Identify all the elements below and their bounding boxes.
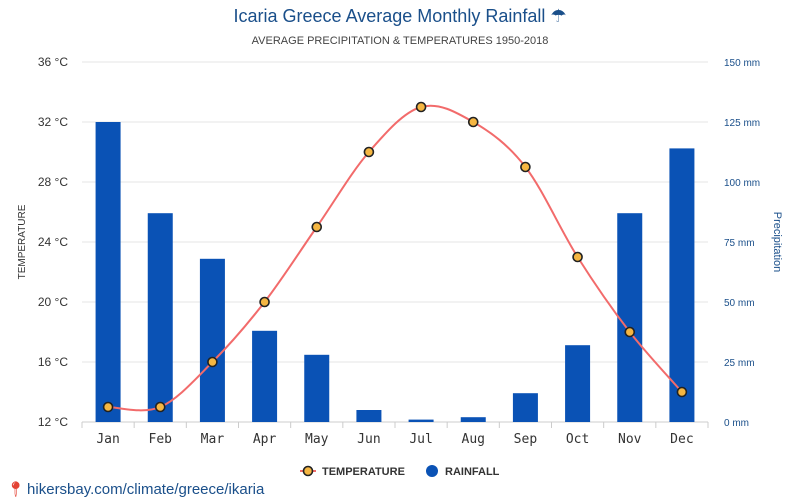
rainfall-bar (408, 419, 434, 422)
x-tick-label: May (305, 432, 329, 447)
location-pin-icon: 📍︎ (6, 481, 26, 498)
left-tick-label: 20 °C (38, 295, 68, 309)
rainfall-bar (460, 417, 486, 422)
x-tick-label: Aug (462, 432, 485, 447)
rainfall-bar (512, 393, 538, 422)
temperature-line (108, 104, 683, 412)
x-tick-label: Jul (409, 432, 432, 447)
left-tick-label: 16 °C (38, 355, 68, 369)
x-tick-label: Jun (357, 432, 380, 447)
x-tick-label: Apr (253, 432, 277, 447)
rainfall-bar (252, 330, 278, 422)
source-link-text: hikersbay.com/climate/greece/ikaria (27, 481, 265, 498)
x-tick-label: Dec (670, 432, 693, 447)
right-tick-label: 50 mm (724, 298, 755, 309)
right-axis-title: Precipitation (771, 212, 783, 273)
rainfall-bar (147, 213, 173, 422)
chart-title: Icaria Greece Average Monthly Rainfall ☂ (233, 6, 567, 26)
x-tick-label: Feb (149, 432, 173, 447)
chart-subtitle: AVERAGE PRECIPITATION & TEMPERATURES 195… (251, 35, 549, 47)
left-axis-title: TEMPERATURE (17, 204, 28, 279)
rainfall-bar (356, 410, 382, 422)
right-tick-label: 0 mm (724, 418, 749, 429)
temperature-point (207, 356, 218, 368)
left-tick-label: 24 °C (38, 235, 68, 249)
temperature-point (363, 146, 375, 158)
right-tick-label: 75 mm (724, 238, 755, 249)
left-tick-label: 12 °C (38, 415, 68, 429)
left-tick-label: 36 °C (38, 55, 68, 69)
temperature-point (154, 401, 166, 413)
right-tick-label: 125 mm (724, 118, 760, 129)
x-tick-label: Mar (201, 432, 225, 447)
x-tick-label: Nov (618, 432, 642, 447)
rainfall-bar (95, 122, 121, 422)
rainfall-bar (199, 258, 225, 422)
temperature-point (676, 386, 688, 398)
right-tick-label: 100 mm (724, 178, 760, 189)
rainfall-bar (565, 345, 591, 422)
temperature-point (467, 116, 479, 128)
temperature-point (311, 221, 323, 233)
rainfall-bar (617, 213, 643, 422)
legend-rainfall-label: RAINFALL (445, 466, 500, 478)
x-tick-label: Oct (566, 432, 589, 447)
x-tick-label: Jan (96, 432, 119, 447)
temperature-point (102, 401, 114, 413)
rainfall-bar (669, 148, 695, 422)
left-tick-label: 28 °C (38, 175, 68, 189)
temperature-point (624, 326, 636, 338)
right-tick-label: 25 mm (724, 358, 755, 369)
left-tick-label: 32 °C (38, 115, 68, 129)
temperature-point (415, 101, 427, 113)
temperature-point (259, 296, 270, 308)
right-tick-label: 150 mm (724, 58, 760, 69)
rainfall-bar (304, 354, 330, 422)
legend-temperature-marker (302, 465, 314, 477)
temperature-point (520, 161, 531, 173)
legend-rainfall-marker (426, 465, 438, 477)
temperature-point (572, 251, 583, 263)
legend-temperature-label: TEMPERATURE (322, 466, 405, 478)
source-link[interactable]: 📍︎ hikersbay.com/climate/greece/ikaria (6, 480, 264, 498)
x-tick-label: Sep (514, 432, 538, 447)
